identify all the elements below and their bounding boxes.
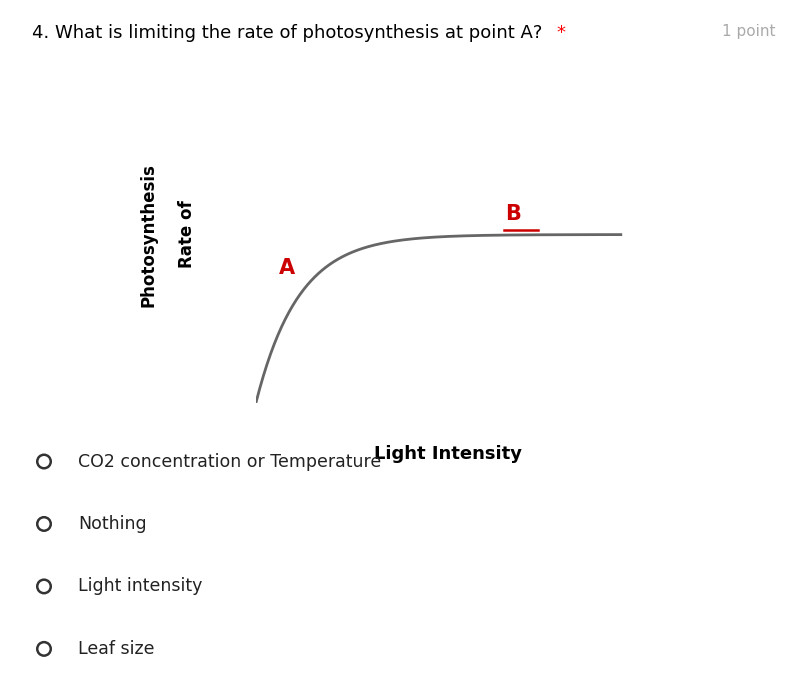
Text: Light intensity: Light intensity <box>78 577 202 595</box>
Text: B: B <box>506 204 522 223</box>
Text: Photosynthesis: Photosynthesis <box>139 162 158 307</box>
Text: 4. What is limiting the rate of photosynthesis at point A?: 4. What is limiting the rate of photosyn… <box>32 24 542 42</box>
Text: Rate of: Rate of <box>178 201 196 269</box>
Text: CO2 concentration or Temperature: CO2 concentration or Temperature <box>78 452 382 471</box>
Text: Leaf size: Leaf size <box>78 640 155 658</box>
Text: Nothing: Nothing <box>78 515 147 533</box>
Text: Light Intensity: Light Intensity <box>374 446 522 464</box>
Text: *: * <box>556 24 565 42</box>
Text: 1 point: 1 point <box>722 24 776 40</box>
Text: A: A <box>279 257 295 278</box>
